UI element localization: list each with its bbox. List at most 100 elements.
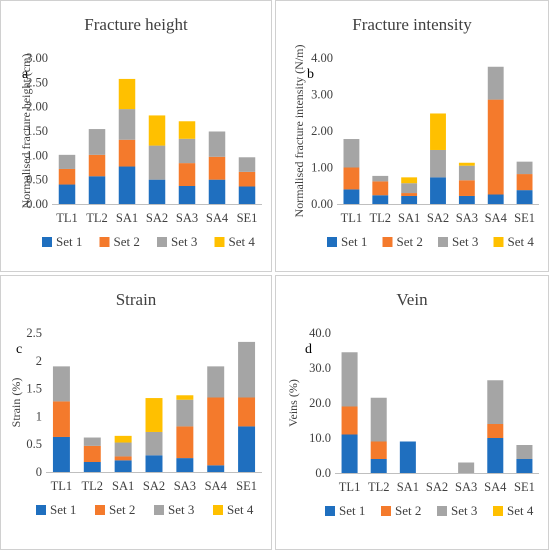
bar-set-3-sa4 [487, 66, 504, 100]
bar-set-2-tl2 [83, 445, 101, 462]
legend-entry: Set 2 [395, 503, 421, 518]
bar-set-2-sa4 [487, 99, 504, 195]
bar-set-3-sa4 [207, 366, 225, 398]
legend-swatch [382, 237, 393, 247]
bar-set-1-tl1 [58, 184, 76, 204]
y-tick-label: 0.0 [315, 466, 331, 480]
legend-swatch [325, 506, 335, 516]
bar-set-1-sa1 [118, 166, 136, 204]
y-tick-label: 0.5 [26, 437, 42, 451]
x-tick-label: TL2 [82, 479, 104, 493]
bar-set-1-se1 [516, 459, 533, 473]
bar-set-2-sa3 [178, 163, 196, 186]
bar-set-4-sa3 [176, 395, 194, 400]
bar-set-3-sa4 [208, 131, 226, 157]
chart-title: Fracture intensity [352, 15, 472, 34]
bar-set-4-sa1 [118, 78, 136, 110]
y-tick-label: 2 [36, 354, 42, 368]
legend-entry: Set 1 [50, 502, 76, 517]
bar-set-3-sa4 [487, 380, 504, 424]
legend-swatch [42, 237, 52, 247]
y-tick-label: 1.50 [26, 124, 48, 138]
bar-set-1-se1 [516, 190, 533, 204]
legend-swatch [493, 237, 504, 247]
bar-set-3-se1 [516, 445, 533, 459]
x-tick-label: SA1 [398, 211, 420, 225]
y-tick-label: 0.00 [26, 197, 48, 211]
bar-set-1-tl1 [341, 434, 358, 473]
bar-set-3-tl2 [88, 129, 106, 155]
legend-entry: Set 3 [452, 234, 478, 249]
bar-set-3-sa2 [148, 145, 166, 180]
y-tick-label: 2.50 [26, 75, 48, 89]
legend-swatch [99, 237, 110, 247]
legend-entry: Set 3 [451, 503, 477, 518]
bar-set-4-sa1 [401, 177, 418, 184]
legend-swatch [493, 506, 503, 516]
x-tick-label: SE1 [236, 479, 257, 493]
legend-entry: Set 2 [114, 234, 140, 249]
x-tick-label: SA1 [397, 480, 419, 494]
legend-entry: Set 1 [56, 234, 82, 249]
bar-set-3-sa3 [176, 399, 194, 427]
chart-title: Fracture height [84, 15, 188, 34]
x-tick-label: TL2 [370, 211, 392, 225]
bar-set-4-sa3 [458, 162, 475, 166]
bar-set-3-tl2 [83, 437, 101, 446]
y-tick-label: 30.0 [309, 361, 331, 375]
bar-set-3-tl1 [341, 352, 358, 407]
x-tick-label: SA3 [455, 480, 477, 494]
bar-set-2-sa1 [114, 456, 132, 461]
bar-set-1-sa1 [114, 460, 132, 472]
bar-set-1-tl1 [52, 436, 70, 472]
legend-entry: Set 3 [171, 234, 197, 249]
legend-swatch [327, 237, 337, 247]
x-tick-label: TL2 [368, 480, 390, 494]
y-tick-label: 0.00 [311, 197, 333, 211]
bar-set-4-sa1 [114, 435, 132, 443]
panel-border [0, 275, 272, 550]
bar-set-1-sa4 [487, 194, 504, 204]
bar-set-3-sa3 [178, 138, 196, 164]
y-axis-label: Normalised fracture intensity (N/m) [292, 45, 306, 218]
legend-entry: Set 4 [229, 234, 256, 249]
x-tick-label: TL1 [56, 211, 78, 225]
legend-swatch [214, 237, 225, 247]
bar-set-1-sa4 [207, 465, 225, 472]
bar-set-1-sa2 [148, 179, 166, 204]
bar-set-1-se1 [238, 426, 256, 472]
bar-set-1-sa3 [176, 458, 194, 472]
panel-label: c [16, 342, 22, 357]
bar-set-4-sa2 [148, 115, 166, 146]
bar-set-1-sa1 [401, 195, 418, 204]
y-tick-label: 1 [36, 409, 42, 423]
x-tick-label: TL1 [51, 479, 73, 493]
bar-set-2-tl2 [88, 154, 106, 177]
y-tick-label: 4.00 [311, 51, 333, 65]
bar-set-2-sa1 [118, 139, 136, 167]
legend-swatch [437, 506, 447, 516]
x-tick-label: SA2 [427, 211, 449, 225]
legend-entry: Set 1 [341, 234, 367, 249]
x-tick-label: TL1 [339, 480, 361, 494]
bar-set-3-se1 [238, 157, 256, 172]
x-tick-label: SE1 [237, 211, 258, 225]
legend-entry: Set 4 [507, 503, 534, 518]
chart-panel-c: Strain c Strain (%) 0 0.5 1 1.5 2 2.5 TL1 TL2 SA1 SA… [0, 275, 272, 550]
bar-set-3-sa2 [430, 149, 446, 178]
x-tick-label: SA1 [112, 479, 134, 493]
legend-swatch [36, 505, 46, 515]
bar-set-1-sa2 [145, 455, 163, 472]
x-tick-label: SA1 [116, 211, 138, 225]
x-tick-label: SE1 [514, 480, 535, 494]
bar-set-2-tl1 [52, 401, 70, 437]
legend-swatch [213, 505, 223, 515]
y-tick-label: 10.0 [309, 431, 331, 445]
legend-entry: Set 1 [339, 503, 365, 518]
x-tick-label: SA4 [206, 211, 229, 225]
y-axis-label: Strain (%) [9, 378, 23, 428]
bar-set-1-sa2 [430, 177, 446, 204]
y-tick-label: 0.50 [26, 173, 48, 187]
